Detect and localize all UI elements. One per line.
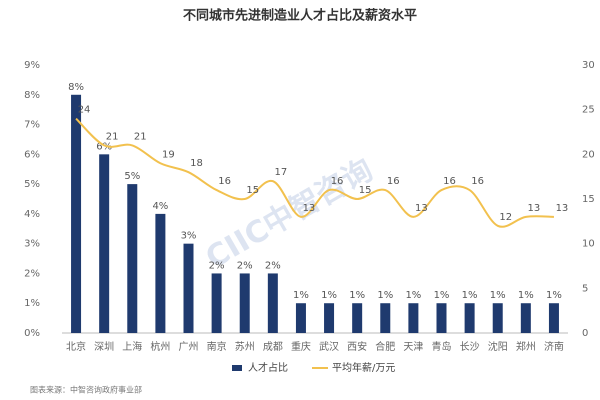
- bar: [267, 273, 278, 333]
- x-tick-label: 合肥: [375, 340, 395, 353]
- y-tick-label: 5%: [24, 179, 40, 190]
- x-tick-label: 天津: [403, 341, 423, 353]
- line-value-label: 21: [106, 131, 119, 142]
- y2-tick-label: 15: [582, 194, 595, 205]
- x-tick-label: 郑州: [516, 340, 536, 353]
- bar: [324, 303, 335, 333]
- bar-value-label: 1%: [490, 290, 506, 301]
- line-value-label: 15: [246, 185, 259, 196]
- bar-value-label: 1%: [434, 290, 450, 301]
- bar: [211, 273, 222, 333]
- x-tick-label: 广州: [179, 341, 199, 353]
- x-tick-label: 青岛: [432, 340, 452, 353]
- y2-tick-label: 10: [582, 239, 595, 250]
- line-value-label: 21: [134, 131, 147, 142]
- bar: [520, 303, 531, 333]
- bar: [408, 303, 419, 333]
- bar-value-label: 6%: [96, 141, 112, 152]
- chart-title: 不同城市先进制造业人才占比及薪资水平: [183, 8, 417, 24]
- y-tick-label: 6%: [24, 149, 40, 160]
- bar: [436, 303, 447, 333]
- line-value-label: 16: [387, 176, 400, 187]
- bar-value-label: 2%: [209, 260, 225, 271]
- line-value-label: 16: [331, 176, 344, 187]
- bar: [295, 303, 306, 333]
- bar: [464, 303, 475, 333]
- bar-value-label: 1%: [349, 290, 365, 301]
- y-tick-label: 2%: [24, 268, 40, 279]
- line-value-label: 24: [78, 105, 91, 116]
- x-tick-label: 深圳: [94, 341, 114, 353]
- source-note: 图表来源：中智咨询政府事业部: [30, 385, 142, 395]
- x-tick-label: 济南: [544, 340, 564, 353]
- y2-tick-label: 20: [582, 149, 595, 160]
- bar: [71, 94, 82, 334]
- line-value-label: 13: [527, 203, 540, 214]
- x-tick-label: 成都: [263, 341, 283, 353]
- bar-value-label: 1%: [377, 290, 393, 301]
- bar: [183, 243, 194, 333]
- x-tick-label: 长沙: [460, 341, 480, 353]
- line-value-label: 18: [190, 158, 203, 169]
- y2-tick-label: 0: [582, 328, 588, 339]
- bar-value-label: 5%: [124, 171, 140, 182]
- bar-value-label: 2%: [265, 260, 281, 271]
- y2-tick-label: 5: [582, 283, 588, 294]
- watermark: CIIC中智咨询: [200, 152, 379, 275]
- bar: [99, 154, 110, 333]
- y-tick-label: 7%: [24, 120, 40, 131]
- x-tick-label: 杭州: [150, 340, 170, 353]
- y-tick-label: 4%: [24, 209, 40, 220]
- line-value-label: 16: [443, 176, 456, 187]
- x-tick-label: 南京: [207, 340, 227, 353]
- bar-value-label: 8%: [68, 82, 84, 93]
- bar: [492, 303, 503, 333]
- legend-label: 人才占比: [248, 361, 288, 374]
- line: [75, 117, 554, 228]
- line-value-label: 13: [556, 203, 569, 214]
- legend-label: 平均年薪/万元: [332, 361, 395, 374]
- y-tick-label: 8%: [24, 90, 40, 101]
- y-tick-label: 0%: [24, 328, 40, 339]
- bar: [239, 273, 250, 333]
- line-value-label: 17: [274, 167, 287, 178]
- bar: [380, 303, 391, 333]
- bar-value-label: 1%: [518, 290, 534, 301]
- bar: [155, 213, 166, 333]
- bar: [548, 303, 559, 333]
- x-tick-label: 上海: [122, 340, 142, 353]
- bar-value-label: 1%: [405, 290, 421, 301]
- bar: [352, 303, 363, 333]
- line-value-label: 16: [471, 176, 484, 187]
- bar-value-label: 1%: [546, 290, 562, 301]
- line-value-label: 13: [303, 203, 316, 214]
- bar-value-label: 1%: [293, 290, 309, 301]
- line-value-label: 16: [218, 176, 231, 187]
- bar-value-label: 1%: [462, 290, 478, 301]
- x-tick-label: 重庆: [291, 340, 311, 353]
- bar-value-label: 2%: [237, 260, 253, 271]
- y-tick-label: 9%: [24, 60, 40, 71]
- bar-value-label: 4%: [152, 201, 168, 212]
- line-value-label: 19: [162, 149, 175, 160]
- x-tick-label: 沈阳: [488, 340, 508, 353]
- line-value-label: 13: [415, 203, 428, 214]
- bar-value-label: 1%: [321, 290, 337, 301]
- y-tick-label: 3%: [24, 239, 40, 250]
- x-tick-label: 西安: [347, 340, 367, 353]
- y2-tick-label: 25: [582, 105, 595, 116]
- line-value-label: 12: [499, 212, 512, 223]
- bar: [127, 184, 138, 333]
- x-tick-label: 北京: [66, 340, 86, 353]
- legend-swatch: [232, 365, 242, 371]
- x-tick-label: 武汉: [319, 340, 339, 353]
- x-tick-label: 苏州: [235, 340, 255, 353]
- y-tick-label: 1%: [24, 298, 40, 309]
- bar-value-label: 3%: [181, 231, 197, 242]
- line-value-label: 15: [359, 185, 372, 196]
- y2-tick-label: 30: [582, 60, 595, 71]
